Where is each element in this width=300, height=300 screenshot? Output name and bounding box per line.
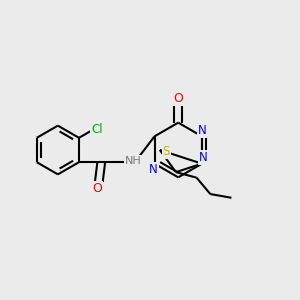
Text: Cl: Cl bbox=[92, 123, 103, 136]
Text: N: N bbox=[199, 151, 208, 164]
Text: N: N bbox=[197, 124, 206, 137]
Text: O: O bbox=[92, 182, 102, 194]
Text: N: N bbox=[149, 163, 158, 176]
Text: S: S bbox=[163, 145, 170, 158]
Text: NH: NH bbox=[125, 156, 142, 166]
Text: O: O bbox=[173, 92, 183, 105]
